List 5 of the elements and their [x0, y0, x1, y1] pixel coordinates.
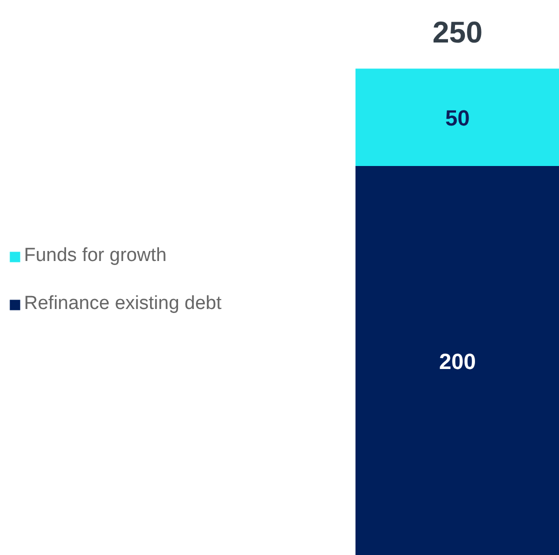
legend-label: Refinance existing debt: [24, 293, 222, 315]
data-label: 200: [439, 348, 476, 374]
legend-label: Funds for growth: [24, 245, 167, 267]
data-label: 50: [445, 105, 470, 130]
total-label: 250: [432, 16, 483, 50]
